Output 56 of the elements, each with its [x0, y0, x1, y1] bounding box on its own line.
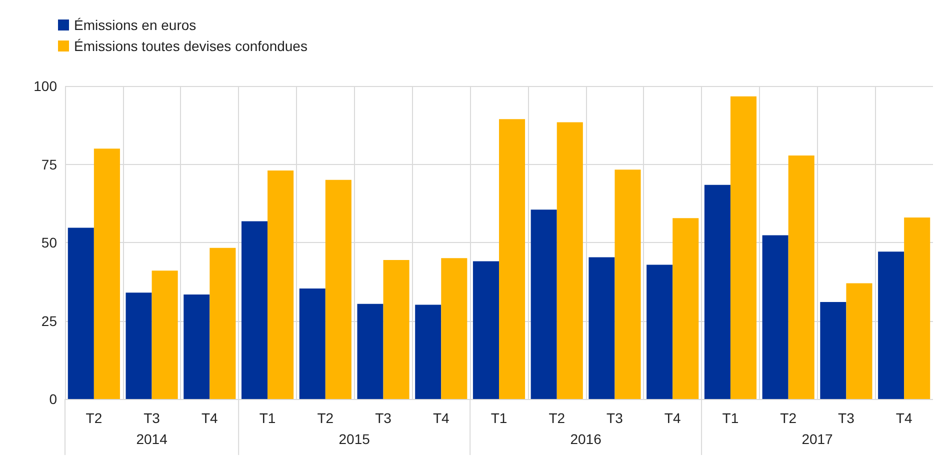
x-tick-label: T3	[375, 410, 392, 426]
bar	[68, 228, 94, 399]
bar	[730, 96, 757, 399]
x-tick-label: T3	[144, 410, 160, 426]
bar	[672, 218, 699, 399]
bar	[556, 122, 583, 399]
bar	[646, 264, 673, 399]
bar	[184, 294, 210, 399]
y-tick-label: 25	[41, 312, 58, 329]
x-tick-label: T2	[548, 410, 566, 426]
bar	[614, 170, 641, 399]
y-tick-label: 50	[41, 234, 58, 250]
bar	[94, 148, 120, 399]
bar	[152, 270, 178, 399]
x-tick-label: T4	[664, 410, 681, 426]
y-tick-label: 100	[34, 78, 58, 94]
bar	[904, 217, 930, 399]
bar	[588, 257, 615, 399]
bar	[441, 258, 468, 399]
text: 2017	[802, 431, 834, 447]
text: 2014	[136, 431, 168, 447]
bar	[241, 221, 268, 399]
bar	[383, 260, 410, 399]
text: 2016	[570, 431, 602, 447]
bar	[210, 248, 236, 399]
bar	[415, 304, 442, 399]
bar	[299, 288, 326, 399]
x-tick-label: T1	[259, 410, 276, 426]
x-tick-label: T3	[838, 410, 855, 426]
bar	[530, 210, 557, 399]
bar	[126, 292, 152, 399]
x-tick-label: T4	[201, 410, 218, 426]
x-tick-label: T2	[780, 410, 797, 426]
bar	[472, 261, 499, 399]
y-tick-label: 0	[49, 391, 58, 407]
legend-label: Émissions en euros	[74, 17, 196, 33]
bar	[878, 252, 904, 399]
x-tick-label: T2	[86, 410, 102, 426]
bar	[357, 304, 384, 399]
legend-label: Émissions toutes devises confondues	[74, 38, 308, 54]
bar	[820, 302, 846, 399]
x-tick-label: T1	[722, 410, 739, 426]
bar	[762, 235, 788, 399]
x-tick-label: T2	[317, 410, 334, 426]
bar	[268, 170, 294, 399]
bar	[788, 155, 814, 399]
text: 2015	[338, 431, 370, 447]
bar	[499, 119, 526, 399]
x-tick-label: T3	[606, 410, 624, 426]
bar	[704, 184, 730, 399]
bar	[325, 180, 352, 399]
bar	[846, 283, 872, 399]
x-tick-label: T4	[432, 410, 450, 426]
x-tick-label: T1	[490, 410, 508, 426]
y-tick-label: 75	[41, 156, 58, 172]
x-tick-label: T4	[896, 410, 912, 426]
